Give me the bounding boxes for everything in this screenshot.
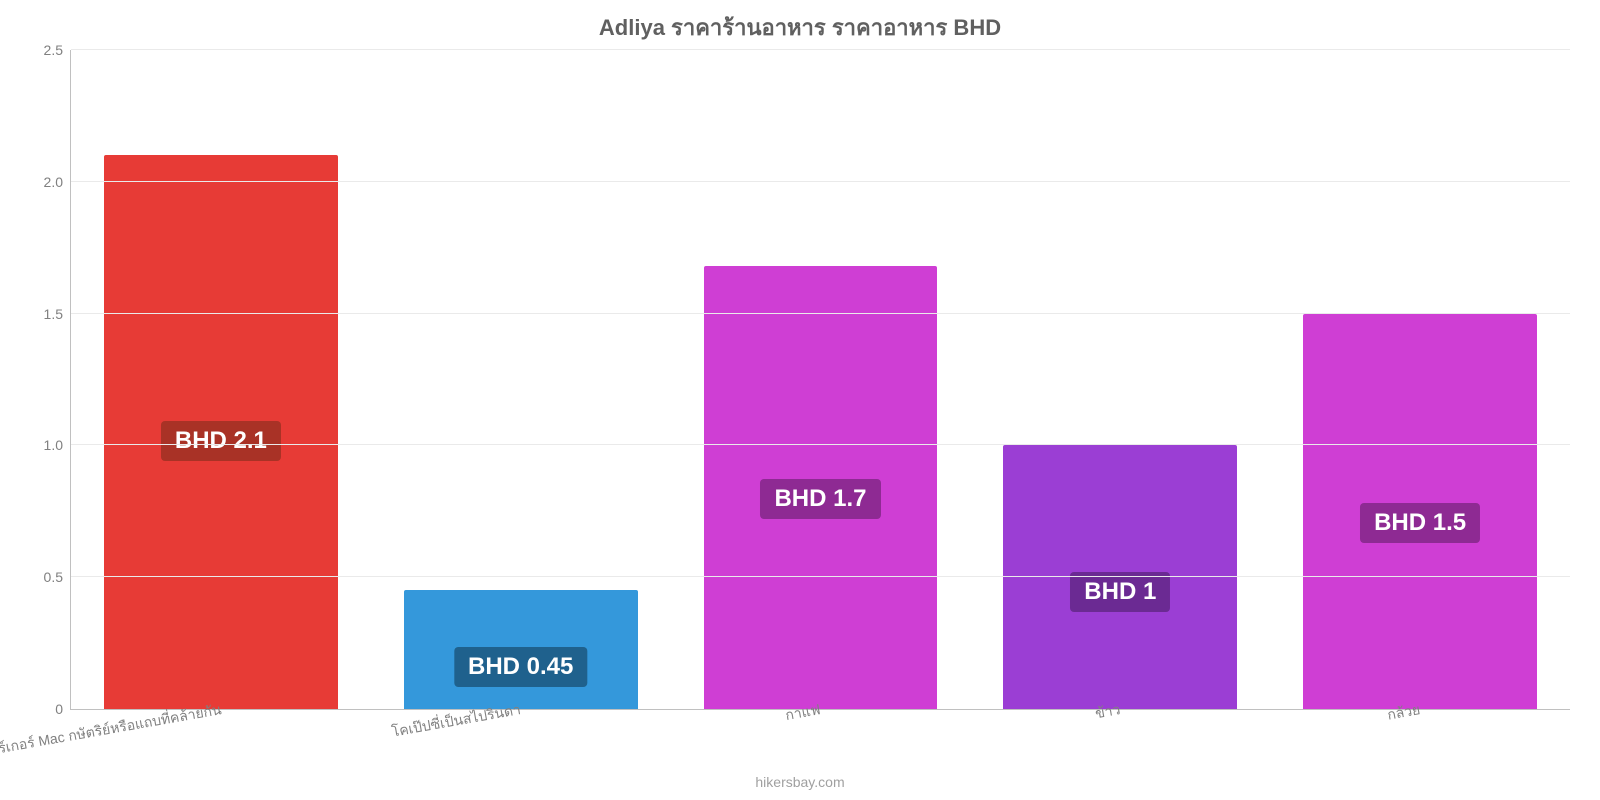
bar-slot: BHD 2.1เบอร์เกอร์ Mac กษัตริย์หรือแถบที่… [71,50,371,709]
source-label: hikersbay.com [0,774,1600,790]
y-tick-label: 2.0 [44,174,71,190]
grid-line [71,181,1570,182]
y-tick-label: 0.5 [44,569,71,585]
y-tick-label: 0 [55,701,71,717]
plot-area: BHD 2.1เบอร์เกอร์ Mac กษัตริย์หรือแถบที่… [70,50,1570,710]
bar-value-label: BHD 1 [1070,572,1170,612]
bar-value-label: BHD 0.45 [454,647,587,687]
bar: BHD 0.45 [404,590,638,709]
bar-chart: Adliya ราคาร้านอาหาร ราคาอาหาร BHD BHD 2… [0,0,1600,800]
bar-slot: BHD 0.45โคเป๊ปซี่เป็นสไปรินดา [371,50,671,709]
grid-line [71,444,1570,445]
bar-value-label: BHD 1.7 [760,479,880,519]
bar: BHD 1.7 [704,266,938,709]
y-tick-label: 1.0 [44,437,71,453]
grid-line [71,313,1570,314]
chart-title: Adliya ราคาร้านอาหาร ราคาอาหาร BHD [0,10,1600,45]
y-tick-label: 2.5 [44,42,71,58]
bar: BHD 1.5 [1303,314,1537,709]
x-tick-label: กาแฟ [784,699,823,727]
bar-slot: BHD 1.5กล้วย [1270,50,1570,709]
bars-container: BHD 2.1เบอร์เกอร์ Mac กษัตริย์หรือแถบที่… [71,50,1570,709]
x-tick-label: ข้าว [1093,699,1122,725]
bar-slot: BHD 1ข้าว [970,50,1270,709]
bar-value-label: BHD 1.5 [1360,503,1480,543]
grid-line [71,49,1570,50]
bar-slot: BHD 1.7กาแฟ [671,50,971,709]
bar: BHD 2.1 [104,155,338,709]
bar-value-label: BHD 2.1 [161,421,281,461]
bar: BHD 1 [1003,445,1237,709]
x-tick-label: กล้วย [1386,699,1422,726]
y-tick-label: 1.5 [44,306,71,322]
grid-line [71,576,1570,577]
